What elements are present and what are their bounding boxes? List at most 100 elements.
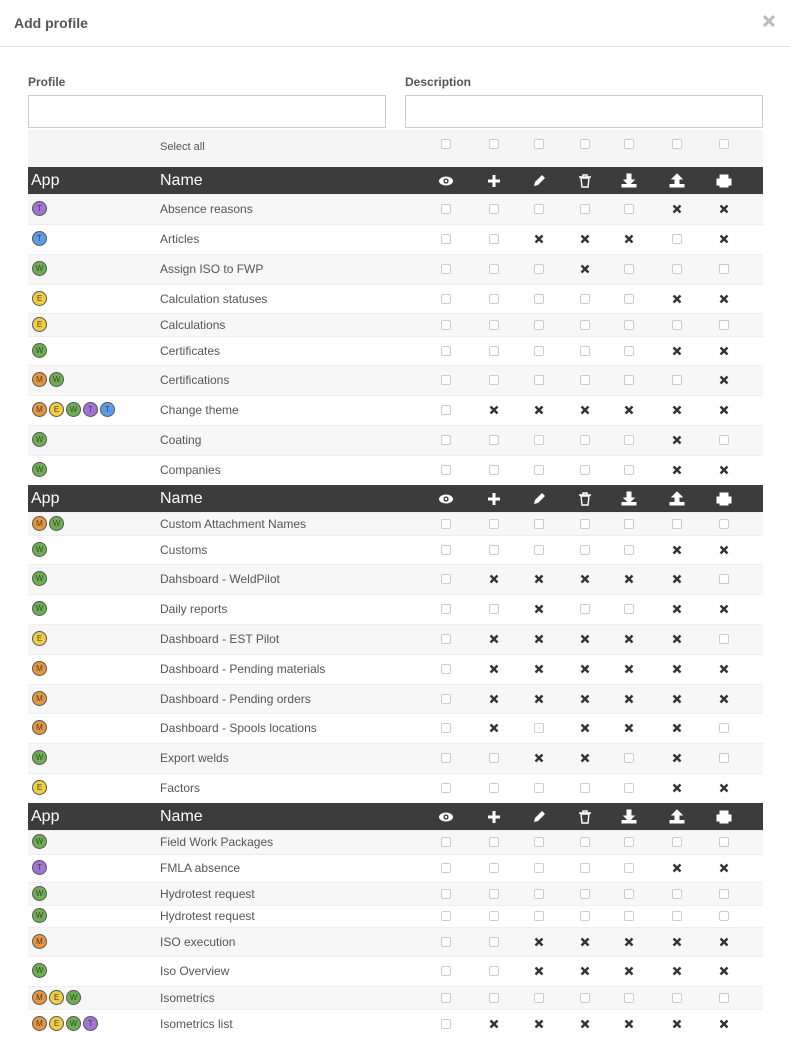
checkbox[interactable] [580, 992, 590, 1003]
checkbox[interactable] [441, 664, 451, 674]
checked-mark[interactable] [534, 405, 544, 415]
checkbox[interactable] [534, 837, 544, 847]
checkbox[interactable] [719, 837, 729, 847]
close-button[interactable] [761, 13, 777, 29]
checked-mark[interactable] [534, 664, 544, 674]
checkbox[interactable] [534, 375, 544, 385]
checkbox[interactable] [441, 693, 451, 704]
checkbox[interactable] [719, 753, 729, 763]
checkbox[interactable] [580, 465, 590, 475]
checkbox[interactable] [489, 345, 499, 356]
checked-mark[interactable] [624, 634, 634, 644]
checkbox[interactable] [489, 992, 499, 1003]
checkbox[interactable] [441, 544, 451, 555]
checkbox[interactable] [719, 574, 729, 584]
checkbox[interactable] [534, 863, 544, 873]
checked-mark[interactable] [624, 694, 634, 704]
checkbox[interactable] [624, 319, 634, 330]
checked-mark[interactable] [624, 234, 634, 244]
checkbox[interactable] [580, 544, 590, 555]
checked-mark[interactable] [624, 574, 634, 584]
checked-mark[interactable] [672, 723, 682, 733]
checked-mark[interactable] [672, 294, 682, 304]
checkbox[interactable] [580, 345, 590, 356]
checked-mark[interactable] [489, 694, 499, 704]
checkbox[interactable] [719, 264, 729, 274]
checkbox[interactable] [580, 293, 590, 304]
checked-mark[interactable] [489, 723, 499, 733]
checkbox[interactable] [624, 465, 634, 475]
checkbox[interactable] [624, 911, 634, 921]
checkbox[interactable] [624, 345, 634, 356]
checked-mark[interactable] [624, 966, 634, 976]
description-input[interactable] [405, 95, 763, 128]
checkbox[interactable] [580, 911, 590, 921]
checked-mark[interactable] [719, 465, 729, 475]
checkbox[interactable] [624, 435, 634, 445]
checkbox[interactable] [672, 319, 682, 330]
checked-mark[interactable] [672, 783, 682, 793]
checkbox[interactable] [534, 319, 544, 330]
checkbox[interactable] [441, 345, 451, 356]
checkbox[interactable] [672, 264, 682, 274]
checked-mark[interactable] [672, 664, 682, 674]
checked-mark[interactable] [534, 694, 544, 704]
checked-mark[interactable] [719, 604, 729, 614]
checkbox[interactable] [580, 375, 590, 385]
checkbox[interactable] [672, 888, 682, 899]
checkbox[interactable] [489, 293, 499, 304]
checkbox[interactable] [489, 518, 499, 529]
checked-mark[interactable] [719, 375, 729, 385]
checkbox[interactable] [489, 204, 499, 214]
checkbox[interactable] [580, 204, 590, 214]
checkbox[interactable] [719, 319, 729, 330]
checked-mark[interactable] [580, 966, 590, 976]
checked-mark[interactable] [719, 204, 729, 214]
checkbox[interactable] [534, 204, 544, 214]
checked-mark[interactable] [719, 234, 729, 244]
checked-mark[interactable] [672, 405, 682, 415]
checkbox[interactable] [534, 723, 544, 733]
checked-mark[interactable] [534, 753, 544, 763]
checkbox[interactable] [719, 911, 729, 921]
checkbox[interactable] [441, 518, 451, 529]
checkbox[interactable] [489, 888, 499, 899]
select-all-checkbox[interactable] [719, 139, 729, 149]
select-all-checkbox[interactable] [672, 139, 682, 149]
checkbox[interactable] [441, 966, 451, 976]
checked-mark[interactable] [672, 634, 682, 644]
checkbox[interactable] [624, 992, 634, 1003]
checked-mark[interactable] [534, 604, 544, 614]
checkbox[interactable] [580, 435, 590, 445]
checked-mark[interactable] [672, 604, 682, 614]
checkbox[interactable] [441, 405, 451, 415]
checked-mark[interactable] [489, 1019, 499, 1029]
checkbox[interactable] [489, 966, 499, 976]
checked-mark[interactable] [672, 574, 682, 584]
checkbox[interactable] [624, 518, 634, 529]
checkbox[interactable] [580, 518, 590, 529]
checked-mark[interactable] [672, 694, 682, 704]
checked-mark[interactable] [534, 937, 544, 947]
checkbox[interactable] [441, 723, 451, 733]
profile-input[interactable] [28, 95, 386, 128]
checkbox[interactable] [672, 234, 682, 244]
checkbox[interactable] [441, 435, 451, 445]
checkbox[interactable] [534, 435, 544, 445]
checkbox[interactable] [489, 837, 499, 847]
checkbox[interactable] [441, 293, 451, 304]
checked-mark[interactable] [624, 1019, 634, 1029]
checked-mark[interactable] [624, 937, 634, 947]
checked-mark[interactable] [719, 294, 729, 304]
checkbox[interactable] [441, 375, 451, 385]
checked-mark[interactable] [534, 574, 544, 584]
checkbox[interactable] [580, 319, 590, 330]
checked-mark[interactable] [672, 937, 682, 947]
checkbox[interactable] [719, 888, 729, 899]
checkbox[interactable] [441, 574, 451, 584]
checked-mark[interactable] [580, 937, 590, 947]
checkbox[interactable] [489, 264, 499, 274]
checked-mark[interactable] [489, 574, 499, 584]
checkbox[interactable] [534, 544, 544, 555]
checkbox[interactable] [441, 783, 451, 793]
